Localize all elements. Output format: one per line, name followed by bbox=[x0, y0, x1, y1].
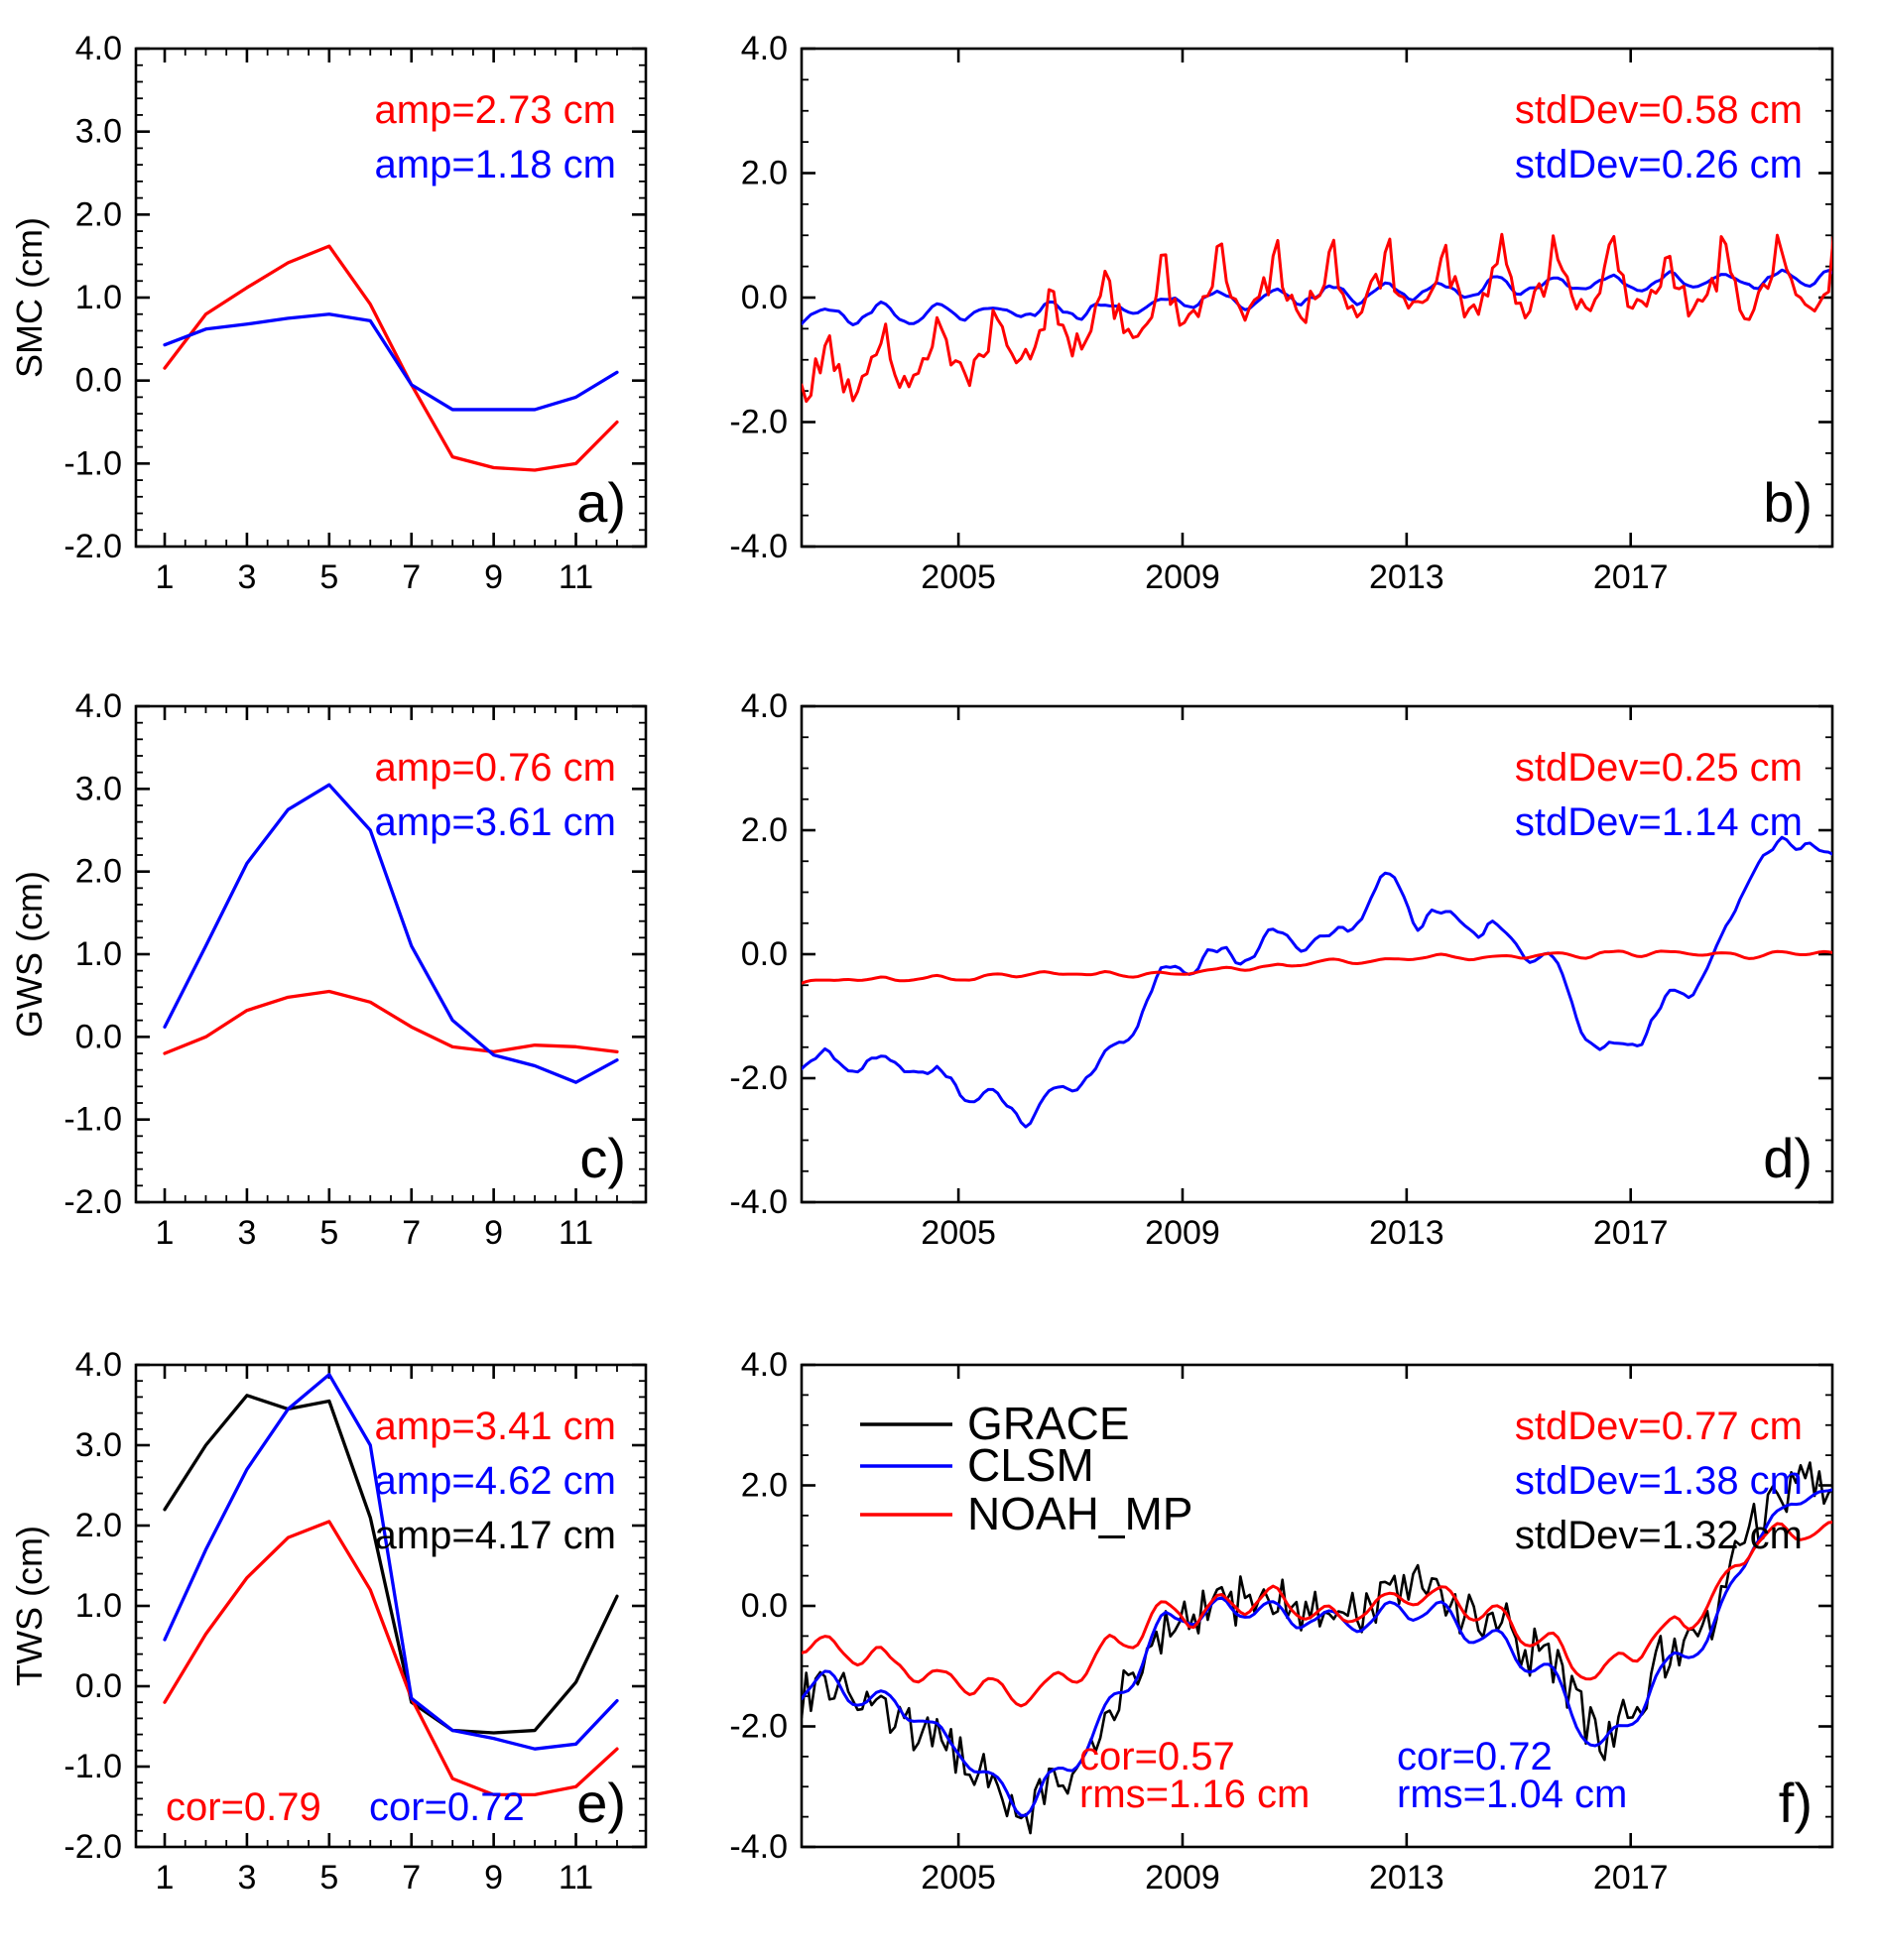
svg-text:1: 1 bbox=[156, 558, 175, 596]
svg-text:-2.0: -2.0 bbox=[729, 1059, 788, 1097]
svg-text:amp=2.73 cm: amp=2.73 cm bbox=[375, 88, 616, 132]
svg-text:stdDev=0.25 cm: stdDev=0.25 cm bbox=[1515, 746, 1803, 790]
svg-text:4.0: 4.0 bbox=[75, 1346, 122, 1384]
svg-text:-2.0: -2.0 bbox=[729, 404, 788, 441]
svg-text:7: 7 bbox=[402, 1859, 421, 1897]
svg-text:2.0: 2.0 bbox=[75, 1507, 122, 1544]
svg-text:amp=1.18 cm: amp=1.18 cm bbox=[375, 143, 616, 186]
svg-text:3: 3 bbox=[237, 1214, 256, 1252]
svg-text:amp=4.17 cm: amp=4.17 cm bbox=[375, 1514, 616, 1557]
svg-text:TWS (cm): TWS (cm) bbox=[9, 1526, 50, 1686]
svg-text:3.0: 3.0 bbox=[75, 1426, 122, 1464]
svg-text:5: 5 bbox=[319, 1859, 338, 1897]
svg-text:4.0: 4.0 bbox=[741, 1346, 788, 1384]
svg-text:amp=3.41 cm: amp=3.41 cm bbox=[375, 1405, 616, 1448]
svg-text:stdDev=0.26 cm: stdDev=0.26 cm bbox=[1515, 143, 1803, 186]
svg-text:CLSM: CLSM bbox=[967, 1439, 1094, 1491]
svg-text:stdDev=0.58 cm: stdDev=0.58 cm bbox=[1515, 88, 1803, 132]
svg-text:rms=1.16 cm: rms=1.16 cm bbox=[1079, 1773, 1310, 1816]
svg-text:2005: 2005 bbox=[921, 1214, 996, 1252]
svg-text:2.0: 2.0 bbox=[75, 195, 122, 233]
svg-text:-4.0: -4.0 bbox=[729, 1828, 788, 1866]
svg-text:SMC (cm): SMC (cm) bbox=[9, 217, 50, 378]
svg-text:-4.0: -4.0 bbox=[729, 1183, 788, 1221]
svg-text:3.0: 3.0 bbox=[75, 770, 122, 807]
svg-text:2017: 2017 bbox=[1593, 558, 1669, 596]
svg-text:-2.0: -2.0 bbox=[63, 528, 122, 565]
svg-text:amp=3.61 cm: amp=3.61 cm bbox=[375, 800, 616, 844]
svg-text:2005: 2005 bbox=[921, 558, 996, 596]
svg-text:1.0: 1.0 bbox=[75, 1587, 122, 1625]
svg-text:2017: 2017 bbox=[1593, 1859, 1669, 1897]
svg-text:GWS (cm): GWS (cm) bbox=[9, 871, 50, 1038]
svg-text:-1.0: -1.0 bbox=[63, 1748, 122, 1785]
svg-text:0.0: 0.0 bbox=[75, 362, 122, 400]
svg-text:1.0: 1.0 bbox=[75, 935, 122, 973]
svg-text:stdDev=0.77 cm: stdDev=0.77 cm bbox=[1515, 1405, 1803, 1448]
svg-text:amp=4.62 cm: amp=4.62 cm bbox=[375, 1459, 616, 1503]
svg-text:3.0: 3.0 bbox=[75, 113, 122, 151]
svg-text:-1.0: -1.0 bbox=[63, 444, 122, 482]
svg-text:4.0: 4.0 bbox=[741, 687, 788, 725]
svg-text:e): e) bbox=[576, 1772, 626, 1834]
svg-text:cor=0.79: cor=0.79 bbox=[166, 1785, 321, 1829]
svg-text:2009: 2009 bbox=[1145, 558, 1220, 596]
svg-text:stdDev=1.32 cm: stdDev=1.32 cm bbox=[1515, 1514, 1803, 1557]
svg-text:0.0: 0.0 bbox=[75, 1018, 122, 1055]
svg-text:3: 3 bbox=[237, 558, 256, 596]
svg-text:1.0: 1.0 bbox=[75, 279, 122, 316]
svg-text:0.0: 0.0 bbox=[741, 935, 788, 973]
svg-text:stdDev=1.38 cm: stdDev=1.38 cm bbox=[1515, 1459, 1803, 1503]
svg-text:3: 3 bbox=[237, 1859, 256, 1897]
svg-text:2005: 2005 bbox=[921, 1859, 996, 1897]
svg-text:2009: 2009 bbox=[1145, 1859, 1220, 1897]
svg-text:-4.0: -4.0 bbox=[729, 528, 788, 565]
svg-text:5: 5 bbox=[319, 1214, 338, 1252]
svg-text:7: 7 bbox=[402, 1214, 421, 1252]
svg-text:9: 9 bbox=[484, 558, 503, 596]
svg-text:d): d) bbox=[1763, 1127, 1813, 1189]
svg-text:5: 5 bbox=[319, 558, 338, 596]
svg-text:-2.0: -2.0 bbox=[63, 1828, 122, 1866]
svg-text:2.0: 2.0 bbox=[741, 1467, 788, 1505]
svg-text:NOAH_MP: NOAH_MP bbox=[967, 1488, 1192, 1539]
svg-text:1: 1 bbox=[156, 1214, 175, 1252]
svg-text:1: 1 bbox=[156, 1859, 175, 1897]
svg-text:-2.0: -2.0 bbox=[729, 1708, 788, 1746]
svg-text:2013: 2013 bbox=[1369, 1859, 1444, 1897]
svg-text:11: 11 bbox=[559, 558, 593, 596]
svg-text:9: 9 bbox=[484, 1859, 503, 1897]
svg-text:2.0: 2.0 bbox=[75, 853, 122, 891]
svg-text:stdDev=1.14 cm: stdDev=1.14 cm bbox=[1515, 800, 1803, 844]
svg-text:2013: 2013 bbox=[1369, 558, 1444, 596]
svg-text:a): a) bbox=[576, 471, 626, 534]
svg-text:-1.0: -1.0 bbox=[63, 1101, 122, 1139]
svg-text:amp=0.76 cm: amp=0.76 cm bbox=[375, 746, 616, 790]
svg-text:9: 9 bbox=[484, 1214, 503, 1252]
svg-text:cor=0.72: cor=0.72 bbox=[369, 1785, 525, 1829]
svg-text:c): c) bbox=[579, 1127, 626, 1189]
svg-text:2013: 2013 bbox=[1369, 1214, 1444, 1252]
svg-text:0.0: 0.0 bbox=[741, 279, 788, 316]
svg-text:-2.0: -2.0 bbox=[63, 1183, 122, 1221]
svg-text:11: 11 bbox=[559, 1859, 593, 1897]
svg-text:rms=1.04 cm: rms=1.04 cm bbox=[1397, 1773, 1627, 1816]
svg-text:b): b) bbox=[1763, 471, 1813, 534]
svg-text:4.0: 4.0 bbox=[75, 30, 122, 67]
svg-text:f): f) bbox=[1779, 1772, 1813, 1834]
svg-text:4.0: 4.0 bbox=[75, 687, 122, 725]
svg-text:2.0: 2.0 bbox=[741, 811, 788, 849]
svg-text:7: 7 bbox=[402, 558, 421, 596]
svg-text:2017: 2017 bbox=[1593, 1214, 1669, 1252]
svg-text:0.0: 0.0 bbox=[741, 1587, 788, 1625]
svg-text:11: 11 bbox=[559, 1214, 593, 1252]
svg-text:2009: 2009 bbox=[1145, 1214, 1220, 1252]
svg-text:2.0: 2.0 bbox=[741, 155, 788, 192]
svg-text:0.0: 0.0 bbox=[75, 1667, 122, 1705]
svg-text:4.0: 4.0 bbox=[741, 30, 788, 67]
